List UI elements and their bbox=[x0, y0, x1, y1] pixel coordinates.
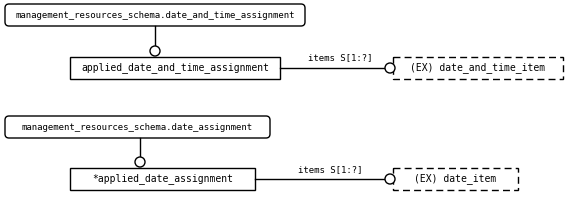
FancyBboxPatch shape bbox=[5, 4, 305, 26]
Text: applied_date_and_time_assignment: applied_date_and_time_assignment bbox=[81, 63, 269, 73]
Bar bbox=[393, 57, 563, 79]
Circle shape bbox=[385, 174, 395, 184]
Text: management_resources_schema.date_and_time_assignment: management_resources_schema.date_and_tim… bbox=[15, 11, 295, 19]
Text: *applied_date_assignment: *applied_date_assignment bbox=[92, 173, 233, 184]
Text: items S[1:?]: items S[1:?] bbox=[297, 165, 362, 174]
Bar bbox=[70, 168, 255, 190]
Circle shape bbox=[150, 46, 160, 56]
Circle shape bbox=[135, 157, 145, 167]
Text: (EX) date_and_time_item: (EX) date_and_time_item bbox=[411, 63, 545, 73]
Text: management_resources_schema.date_assignment: management_resources_schema.date_assignm… bbox=[22, 122, 253, 132]
Circle shape bbox=[385, 63, 395, 73]
FancyBboxPatch shape bbox=[5, 116, 270, 138]
Bar bbox=[393, 168, 518, 190]
Text: items S[1:?]: items S[1:?] bbox=[308, 53, 372, 62]
Text: (EX) date_item: (EX) date_item bbox=[415, 173, 497, 184]
Bar bbox=[70, 57, 280, 79]
